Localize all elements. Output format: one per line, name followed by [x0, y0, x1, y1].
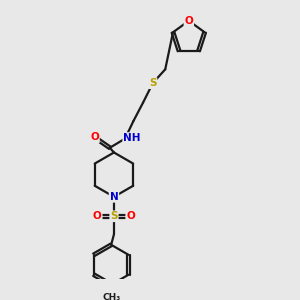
- Text: S: S: [149, 78, 157, 88]
- Text: NH: NH: [123, 133, 141, 143]
- Text: O: O: [93, 211, 102, 221]
- Text: O: O: [126, 211, 135, 221]
- Text: O: O: [90, 132, 99, 142]
- Text: O: O: [184, 16, 193, 26]
- Text: CH₃: CH₃: [102, 293, 120, 300]
- Text: S: S: [110, 211, 118, 221]
- Text: N: N: [110, 192, 118, 202]
